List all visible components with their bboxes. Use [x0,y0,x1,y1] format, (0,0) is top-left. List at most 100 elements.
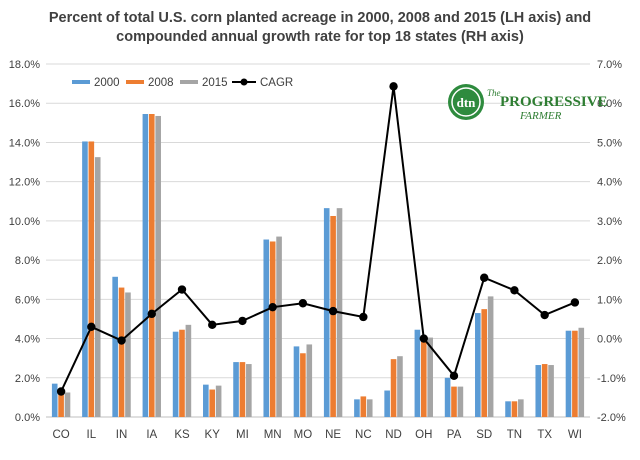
x-category-label: NE [325,429,341,441]
y-right-tick-label: -1.0% [597,373,626,385]
dtn-logo-circle [448,84,484,120]
x-category-label: MN [264,429,282,441]
bar-2015-PA [457,386,464,417]
bar-2000-PA [444,377,451,417]
legend-label-cagr: CAGR [260,77,293,89]
x-category-label: KS [174,429,190,441]
cagr-point-CO [56,387,66,396]
y-left-tick-label: 0.0% [15,412,40,424]
x-category-label: KY [205,429,221,441]
bar-2000-TN [505,401,511,417]
cagr-point-KY [208,320,217,330]
legend-swatch-2000 [72,80,90,84]
bar-2015-CO [64,392,71,417]
bar-2015-SD [487,296,494,417]
y-left-tick-label: 12.0% [9,177,40,189]
bar-2000-NE [323,208,330,417]
x-category-label: TX [537,429,552,441]
cagr-point-MI [238,316,247,326]
y-right-tick-label: 4.0% [597,177,622,189]
bar-2000-CO [51,383,58,417]
x-category-label: IL [87,429,97,441]
bar-2008-TX [541,364,548,417]
bar-2000-SD [475,313,481,417]
bar-2000-NC [354,399,360,417]
cagr-point-TX [540,310,549,320]
y-right-tick-label: 1.0% [597,294,622,306]
x-category-label: WI [568,429,582,441]
cagr-point-OH [419,334,428,343]
cagr-point-KS [177,285,187,294]
legend-swatch-2008 [126,80,144,84]
bar-2008-NE [330,215,336,417]
logo-farmer-text: FARMER [519,110,562,122]
bar-2000-ND [384,390,390,417]
bar-2000-KS [172,331,179,417]
bar-2000-OH [414,329,421,417]
cagr-point-SD [480,273,489,282]
chart-title-line-1: Percent of total U.S. corn planted acrea… [48,10,592,26]
legend-label-2000: 2000 [94,77,120,89]
x-category-label: MI [236,429,249,441]
cagr-point-WI [570,298,580,307]
y-left-tick-label: 2.0% [15,373,40,385]
cagr-point-NE [328,306,338,316]
bar-2008-OH [420,336,427,417]
bar-2015-MO [306,344,313,417]
chart-title-line-2: compounded annual growth rate for top 18… [116,29,524,45]
y-left-tick-label: 8.0% [15,255,40,267]
bar-2008-ND [390,359,397,417]
y-right-tick-label: 6.0% [597,98,622,110]
bar-2015-MN [276,236,282,417]
bar-2015-ND [397,356,403,417]
bar-2008-KS [179,329,185,417]
x-category-label: CO [52,429,69,441]
dtn-logo-text: dtn [457,95,477,110]
logo-the-text: The [487,88,501,98]
x-category-label: NC [355,429,372,441]
legend-label-2008: 2008 [148,77,174,89]
bar-2008-IA [148,114,155,417]
bar-2000-IA [142,114,149,417]
legend-label-2015: 2015 [202,77,228,89]
cagr-point-IN [117,336,126,345]
y-right-tick-label: 7.0% [597,59,622,71]
y-left-tick-label: 6.0% [15,294,40,306]
bar-2000-MI [233,362,239,417]
x-category-label: PA [447,429,462,441]
bar-2015-IN [125,292,131,417]
bar-2000-KY [203,384,209,417]
bar-2008-CO [58,389,64,417]
bar-2015-IL [94,157,101,417]
y-right-tick-label: 2.0% [597,255,622,267]
cagr-point-PA [449,371,459,381]
bar-2008-NC [360,396,367,417]
bar-2008-MO [300,353,306,417]
bar-2008-IN [118,287,125,417]
cagr-point-IL [87,322,96,331]
bar-2008-MN [269,241,276,417]
x-category-label: SD [476,429,492,441]
y-right-tick-label: 0.0% [597,334,622,346]
bar-2008-KY [209,389,216,417]
cagr-point-TN [510,286,519,295]
cagr-point-ND [389,82,398,91]
bar-2008-IL [88,141,95,418]
bar-2008-PA [451,386,457,417]
cagr-point-NC [359,312,368,322]
legend-swatch-2015 [180,80,198,84]
bar-2015-WI [578,327,585,417]
cagr-point-IA [147,309,156,319]
y-left-tick-label: 10.0% [9,216,40,228]
bar-2015-IA [155,115,161,417]
bar-2015-MI [246,364,252,417]
bar-2008-SD [481,309,488,417]
bar-2015-NC [366,399,373,417]
y-left-tick-label: 14.0% [9,137,40,149]
cagr-point-MO [298,299,308,308]
bar-2015-KS [185,324,192,417]
bar-2000-TX [535,365,542,417]
x-category-label: MO [294,429,313,441]
